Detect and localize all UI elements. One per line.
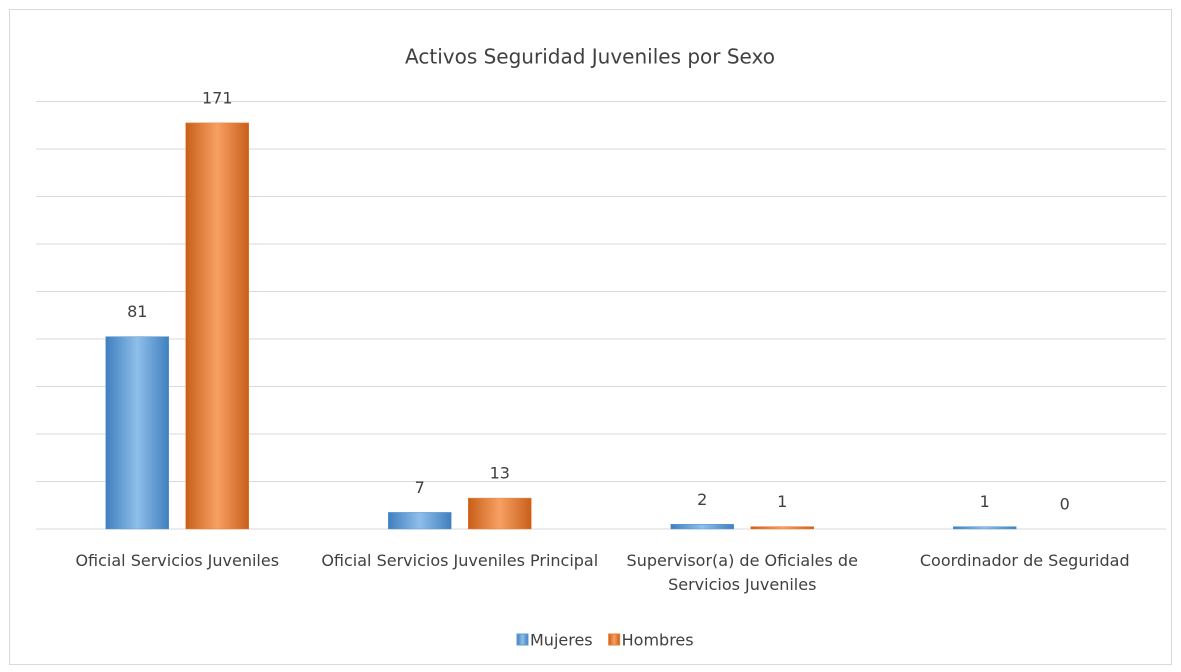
x-tick-label: Coordinador de Seguridad: [919, 551, 1130, 570]
legend-swatch: [516, 633, 529, 646]
chart-title: Activos Seguridad Juveniles por Sexo: [405, 45, 775, 69]
data-label: 2: [697, 490, 707, 509]
data-label: 13: [490, 464, 510, 483]
data-label: 7: [415, 478, 425, 497]
legend-label: Mujeres: [530, 631, 593, 650]
data-label: 0: [1060, 495, 1070, 514]
bar: [953, 526, 1017, 530]
x-tick-label: Oficial Servicios Juveniles Principal: [321, 551, 599, 570]
legend-label: Hombres: [622, 631, 694, 650]
bar: [185, 122, 249, 530]
data-label: 171: [202, 88, 233, 107]
bar: [388, 512, 452, 530]
x-tick-label: Oficial Servicios Juveniles: [75, 551, 280, 570]
data-label: 1: [777, 492, 787, 511]
data-label: 1: [980, 492, 990, 511]
legend-swatch: [608, 633, 621, 646]
bar: [750, 526, 814, 530]
bar: [105, 336, 169, 530]
bar: [670, 524, 734, 530]
x-tick-label: Supervisor(a) de Oficiales de Servicios …: [626, 551, 858, 594]
bar: [468, 497, 532, 530]
data-label: 81: [127, 302, 147, 321]
